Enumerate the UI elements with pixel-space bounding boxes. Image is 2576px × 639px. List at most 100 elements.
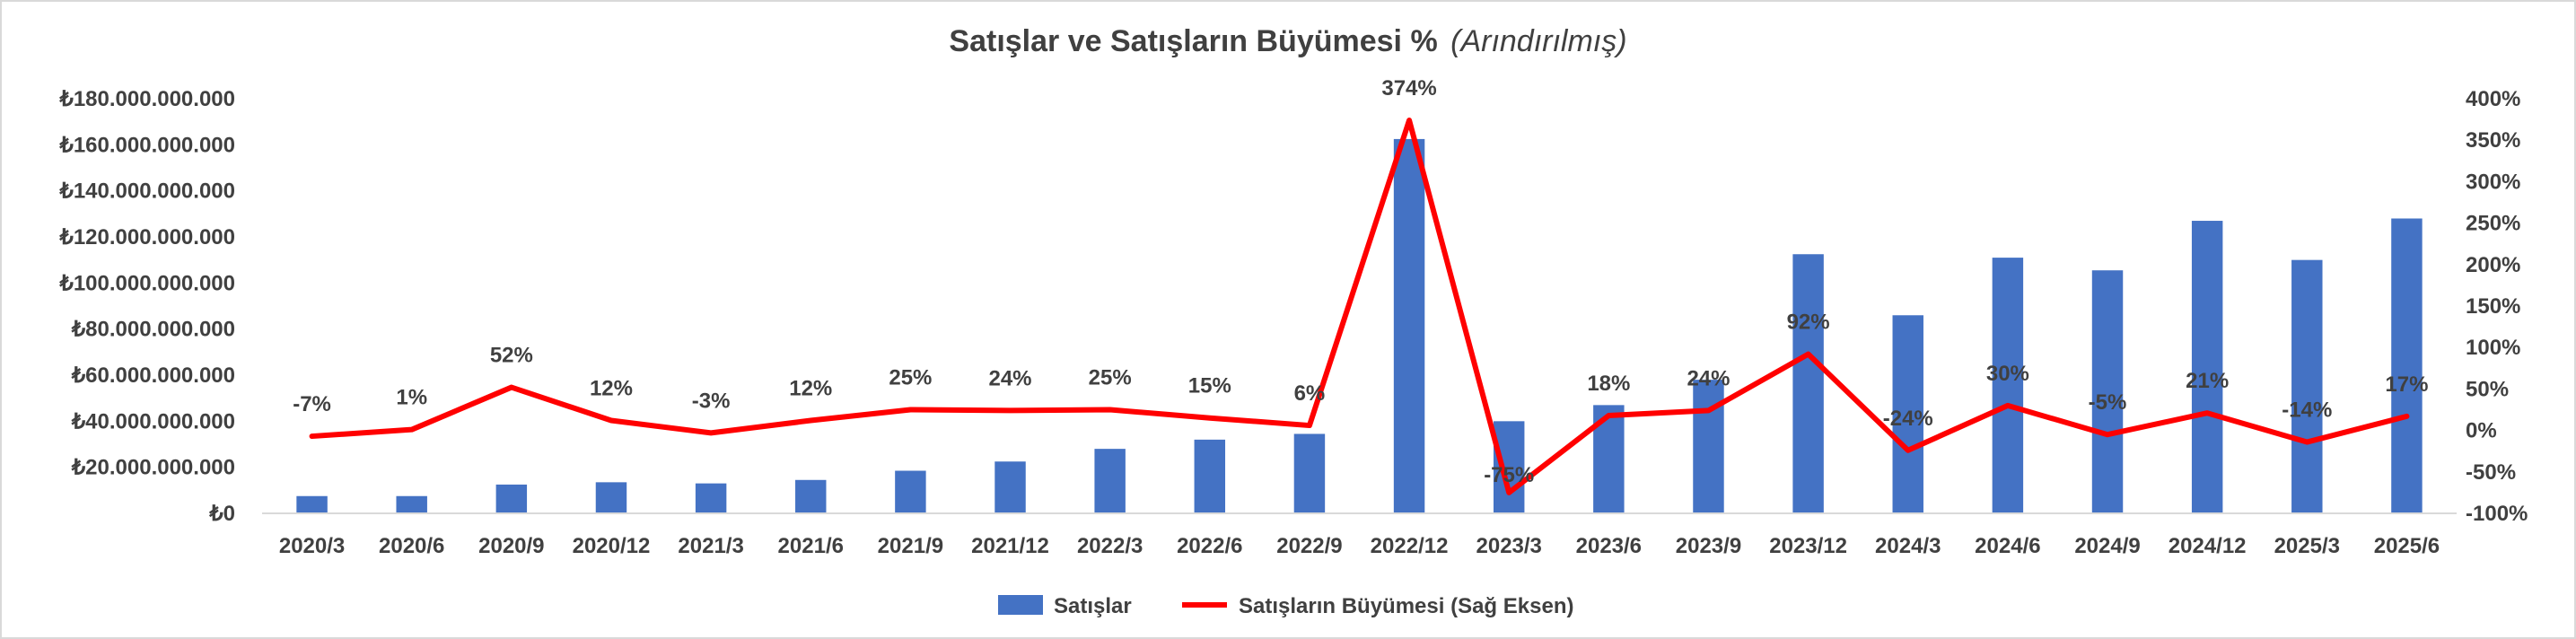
x-axis: 2020/3 2020/6 2020/9 2020/12 2021/3 2021/6 202…	[262, 512, 2457, 558]
x-axis-tick-label: 2020/6	[379, 534, 444, 558]
growth-data-label: 25%	[1089, 366, 1132, 390]
right-axis-tick-label: 100%	[2466, 336, 2520, 360]
left-axis-tick-label: ₺180.000.000.000	[59, 87, 235, 111]
x-axis-tick-label: 2020/9	[478, 534, 544, 558]
growth-data-label: 12%	[789, 377, 832, 401]
x-axis-tick-label: 2022/3	[1077, 534, 1143, 558]
left-axis-tick-label: ₺160.000.000.000	[59, 133, 235, 157]
right-axis-tick-label: -100%	[2466, 502, 2528, 526]
growth-data-label: 92%	[1787, 311, 1830, 335]
x-axis-tick-label: 2022/6	[1177, 534, 1242, 558]
x-axis-tick-label: 2024/3	[1875, 534, 1941, 558]
data-labels-layer: -7% 1% 52% 12% -3% 12% 25% 24% 25% 15% 6% 374% -75% 1…	[293, 76, 2428, 487]
x-axis-tick-label: 2024/6	[1975, 534, 2040, 558]
bar-2024/12	[2191, 221, 2223, 514]
bar-2020/12	[595, 482, 627, 513]
legend: Satışlar Satışların Büyümesi (Sağ Eksen)	[998, 594, 1573, 618]
x-axis-tick-label: 2021/12	[971, 534, 1049, 558]
growth-line	[309, 118, 2410, 495]
left-axis-tick-label: ₺0	[208, 502, 235, 526]
right-axis-tick-label: 50%	[2466, 377, 2509, 401]
bar-2025/6	[2391, 218, 2423, 513]
legend-bar-swatch	[998, 595, 1043, 615]
left-axis-tick-label: ₺100.000.000.000	[59, 271, 235, 295]
bar-2022/3	[1094, 449, 1126, 513]
x-axis-tick-label: 2022/12	[1371, 534, 1449, 558]
right-axis-tick-label: 350%	[2466, 128, 2520, 153]
legend-line-label: Satışların Büyümesi (Sağ Eksen)	[1239, 594, 1573, 618]
growth-data-label: 52%	[490, 344, 533, 368]
x-axis-tick-label: 2023/3	[1476, 534, 1542, 558]
bar-2023/9	[1693, 380, 1724, 513]
legend-bar-label: Satışlar	[1054, 594, 1132, 618]
growth-data-label: 30%	[1986, 362, 2029, 386]
x-axis-tick-label: 2024/9	[2074, 534, 2140, 558]
chart-title-main: Satışlar ve Satışların Büyümesi %	[949, 24, 1437, 58]
x-axis-tick-label: 2021/3	[678, 534, 743, 558]
x-axis-tick-label: 2025/3	[2274, 534, 2340, 558]
growth-data-label: -75%	[1484, 463, 1534, 487]
x-axis-tick-label: 2025/6	[2374, 534, 2440, 558]
left-axis-tick-label: ₺140.000.000.000	[59, 179, 235, 204]
growth-data-label: 15%	[1188, 374, 1231, 398]
chart-title: Satışlar ve Satışların Büyümesi % (Arınd…	[949, 24, 1626, 58]
bar-2023/12	[1792, 254, 1824, 513]
bar-2022/12	[1393, 138, 1425, 513]
right-axis-tick-label: 250%	[2466, 212, 2520, 236]
bar-2023/3	[1493, 421, 1525, 513]
bar-2024/6	[1992, 258, 2024, 513]
right-axis-tick-label: 150%	[2466, 294, 2520, 319]
left-axis: ₺0 ₺20.000.000.000 ₺40.000.000.000 ₺60.000.…	[59, 87, 235, 526]
bar-2022/9	[1293, 433, 1326, 513]
left-axis-tick-label: ₺20.000.000.000	[71, 456, 235, 480]
x-axis-tick-label: 2023/9	[1676, 534, 1741, 558]
x-axis-tick-label: 2021/6	[778, 534, 844, 558]
growth-data-label: 17%	[2385, 372, 2428, 397]
bar-2022/6	[1194, 439, 1226, 513]
growth-data-label: 12%	[590, 377, 633, 401]
bar-2020/9	[495, 484, 528, 513]
x-axis-tick-label: 2023/6	[1576, 534, 1642, 558]
line-layer	[309, 118, 2410, 495]
x-axis-tick-label: 2024/12	[2169, 534, 2247, 558]
bar-2021/9	[895, 470, 926, 513]
growth-data-label: 24%	[988, 366, 1031, 390]
bar-2024/3	[1892, 315, 1923, 513]
bar-2021/6	[795, 479, 827, 513]
bar-2020/3	[296, 495, 328, 513]
growth-data-label: -7%	[293, 392, 331, 416]
bar-2021/3	[695, 483, 727, 513]
right-axis-tick-label: 0%	[2466, 419, 2497, 443]
growth-data-label: 24%	[1687, 366, 1730, 390]
x-axis-tick-label: 2021/9	[878, 534, 943, 558]
bar-2020/6	[396, 495, 427, 513]
x-axis-tick-label: 2023/12	[1769, 534, 1847, 558]
bars-layer	[296, 138, 2423, 514]
bar-2021/12	[994, 461, 1026, 513]
left-axis-tick-label: ₺120.000.000.000	[59, 225, 235, 249]
left-axis-tick-label: ₺40.000.000.000	[71, 409, 235, 433]
x-axis-tick-label: 2020/3	[279, 534, 345, 558]
growth-data-label: 6%	[1294, 381, 1326, 406]
growth-data-label: 21%	[2186, 369, 2229, 393]
growth-data-label: -5%	[2089, 390, 2127, 415]
bar-2025/3	[2291, 259, 2323, 513]
growth-data-label: -24%	[1883, 407, 1933, 431]
right-axis-tick-label: 400%	[2466, 87, 2520, 111]
growth-data-label: 25%	[889, 366, 932, 390]
right-axis-tick-label: -50%	[2466, 460, 2516, 485]
right-axis-tick-label: 300%	[2466, 170, 2520, 194]
bar-2024/9	[2091, 270, 2124, 513]
growth-data-label: 1%	[396, 386, 427, 410]
left-axis-tick-label: ₺80.000.000.000	[71, 318, 235, 342]
growth-data-label: -14%	[2282, 398, 2332, 423]
chart-title-subtitle: (Arındırılmış)	[1450, 24, 1626, 58]
right-axis: -100% -50% 0% 50% 100% 150% 200% 250% 300% 350% 40…	[2466, 87, 2528, 526]
left-axis-tick-label: ₺60.000.000.000	[71, 363, 235, 388]
growth-data-label: 18%	[1587, 372, 1630, 396]
right-axis-tick-label: 200%	[2466, 253, 2520, 277]
growth-data-label: 374%	[1381, 76, 1436, 101]
x-axis-tick-label: 2022/9	[1276, 534, 1342, 558]
growth-data-label: -3%	[692, 389, 731, 413]
